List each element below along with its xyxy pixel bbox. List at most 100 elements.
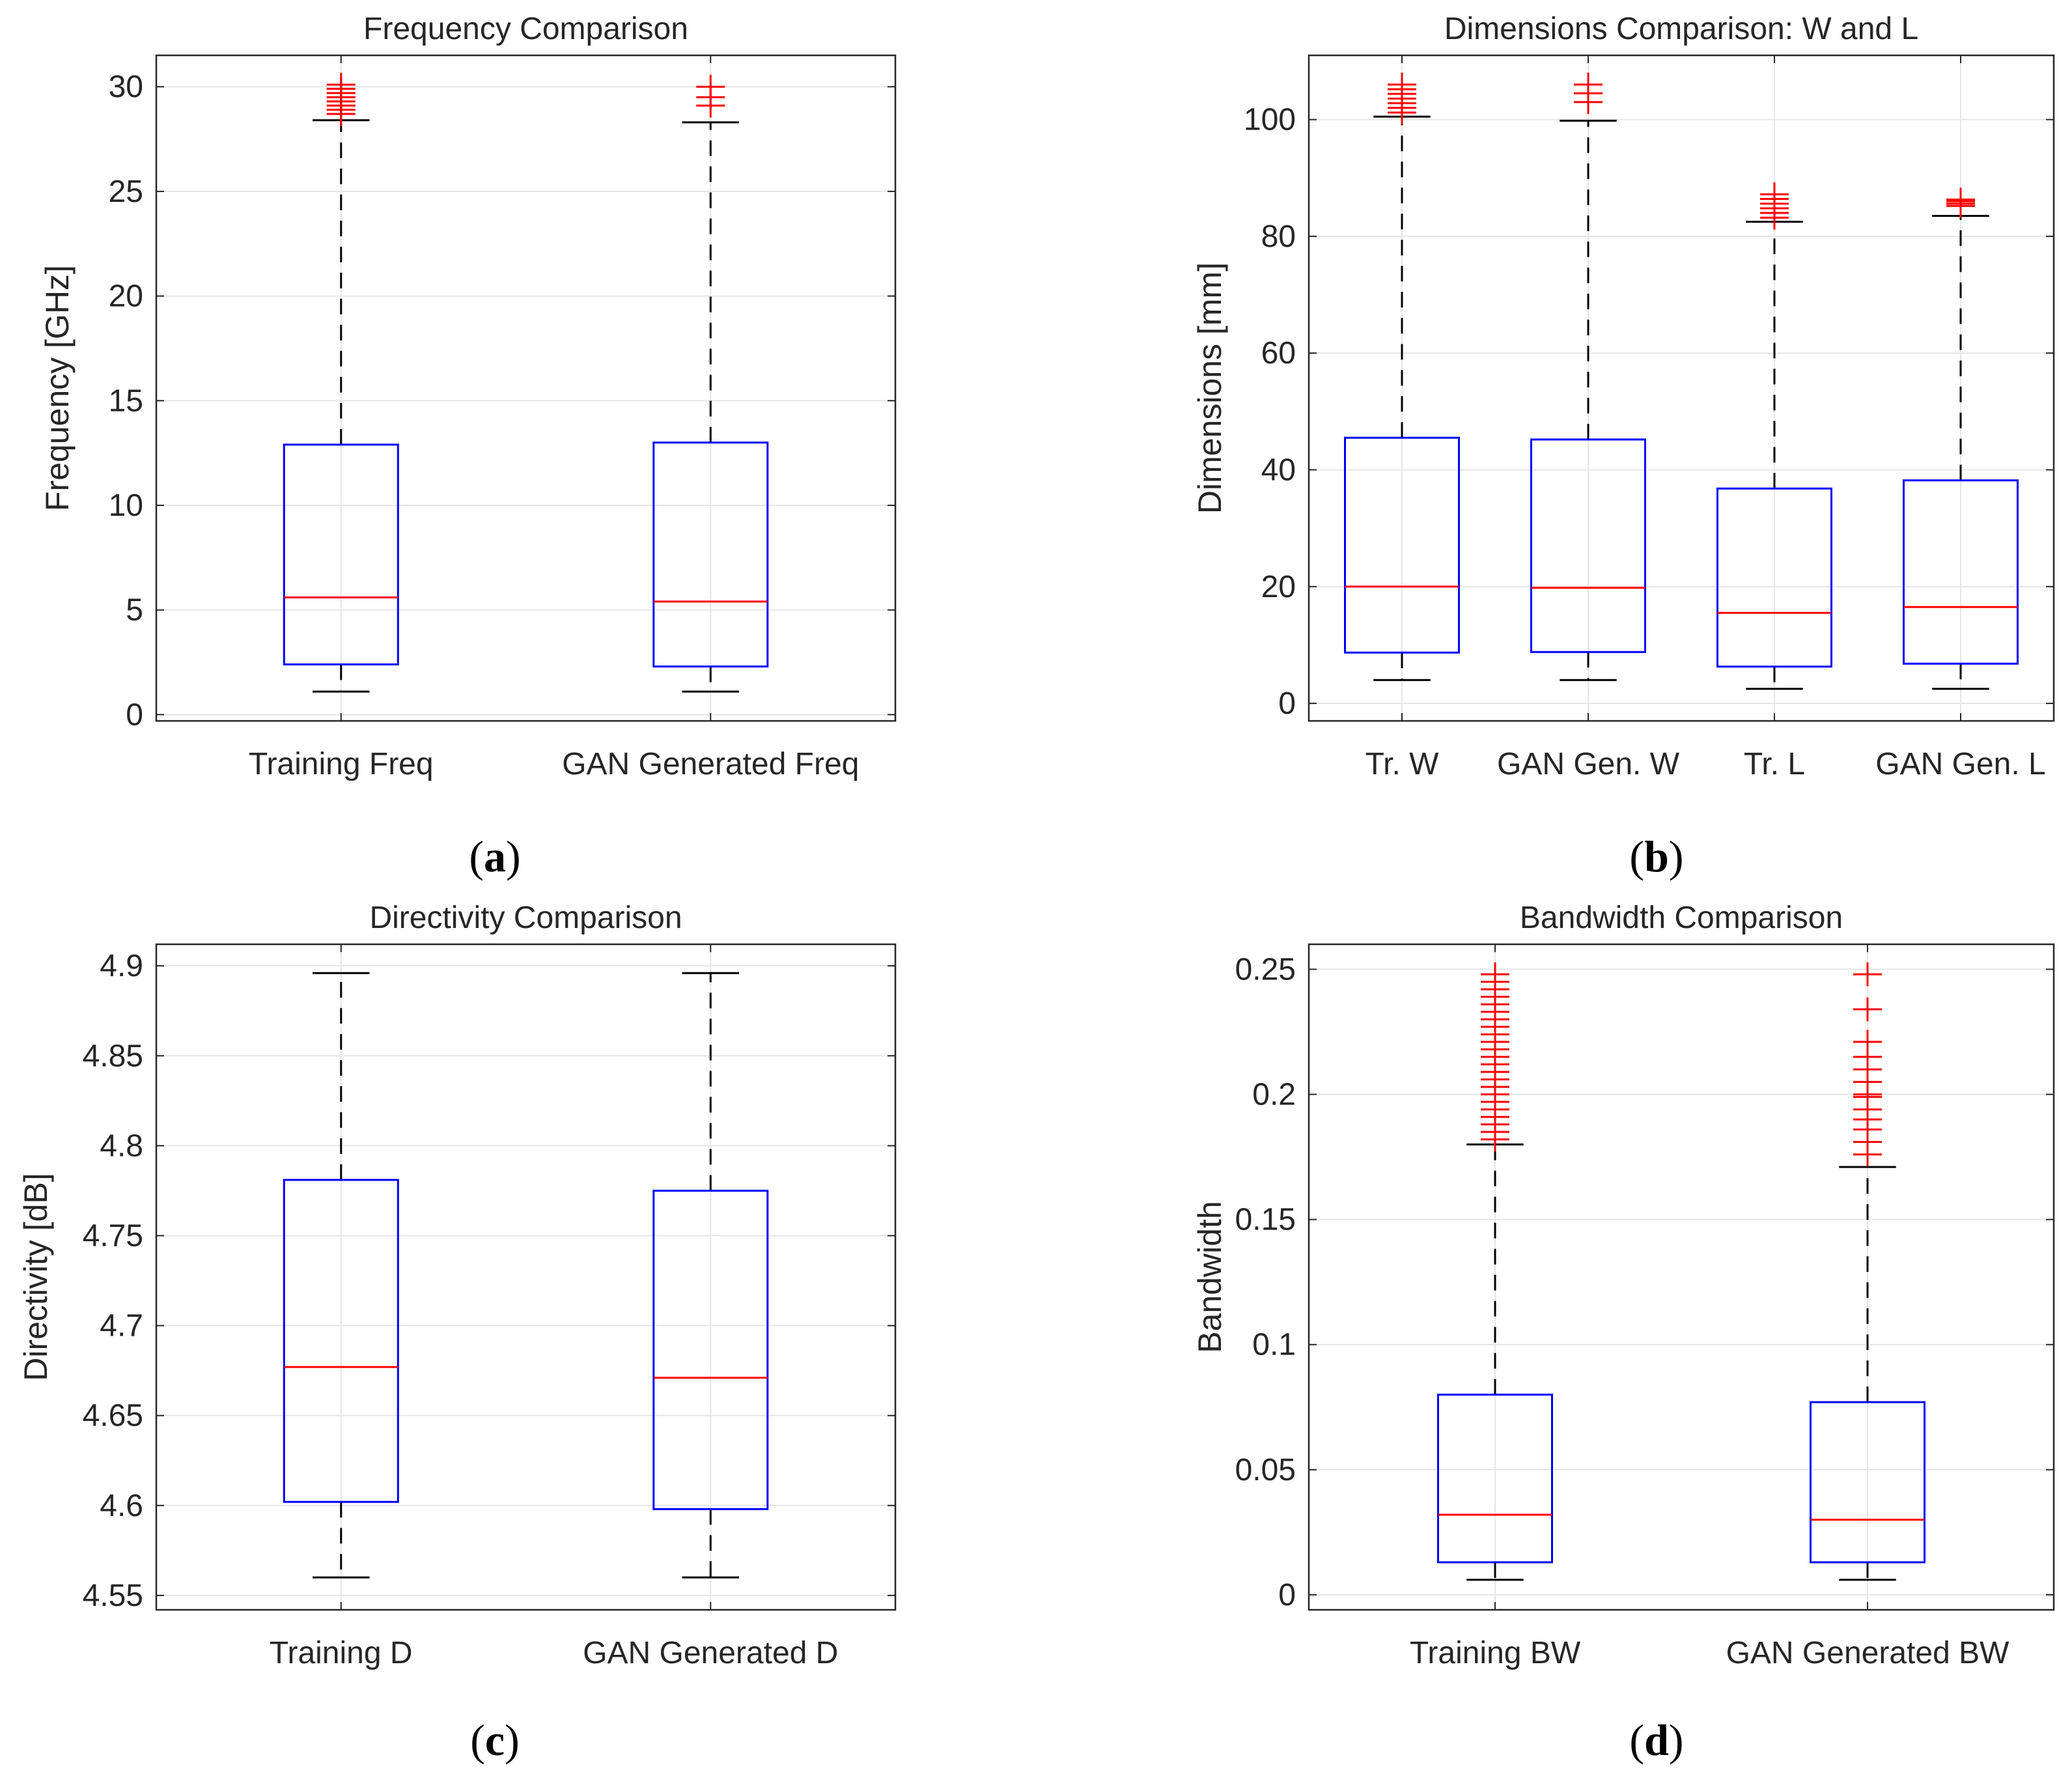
chart-title: Bandwidth Comparison xyxy=(1520,901,1843,935)
box-2 xyxy=(1530,72,1646,681)
x-tick-label: GAN Generated Freq xyxy=(562,747,859,781)
y-tick-label: 4.7 xyxy=(100,1309,143,1343)
caption-paren: ) xyxy=(505,1715,520,1765)
panel-caption: (a) xyxy=(469,832,520,881)
y-tick-label: 0.1 xyxy=(1252,1328,1296,1362)
x-tick-label: Training Freq xyxy=(249,747,434,781)
box-2 xyxy=(652,972,769,1579)
caption-paren: ( xyxy=(1629,1715,1644,1765)
caption-letter: c xyxy=(485,1715,505,1765)
y-tick-label: 100 xyxy=(1244,103,1296,137)
caption-paren: ( xyxy=(470,1715,485,1765)
panel-d: 0 0.05 0.1 0.15 0.2 0.25 Training BW GAN Genera… xyxy=(1192,901,2055,1765)
y-tick-label: 4.75 xyxy=(83,1218,143,1253)
y-tick-label: 10 xyxy=(109,488,143,523)
x-tick-label: Tr. L xyxy=(1744,747,1805,781)
caption-paren: ) xyxy=(1669,832,1684,881)
panel-c: 4.55 4.6 4.65 4.7 4.75 4.8 4.85 4.9 Training D GA… xyxy=(18,901,897,1765)
panel-caption: (c) xyxy=(470,1715,520,1765)
y-axis-label: Bandwidth xyxy=(1192,1201,1228,1353)
caption-letter: a xyxy=(484,832,506,881)
box-1 xyxy=(283,972,399,1579)
box-iqr xyxy=(1437,1394,1553,1564)
box-1 xyxy=(1344,72,1460,681)
y-tick-label: 40 xyxy=(1261,453,1296,488)
plot-area xyxy=(156,55,895,721)
x-tick-label: GAN Gen. W xyxy=(1497,747,1680,781)
x-tick-label: GAN Generated D xyxy=(583,1636,838,1670)
y-tick-label: 0.2 xyxy=(1252,1078,1296,1112)
box-1 xyxy=(283,72,399,693)
y-axis-label: Dimensions [mm] xyxy=(1192,262,1228,514)
x-tick-label: Training D xyxy=(270,1636,413,1670)
box-4 xyxy=(1903,188,2019,690)
axes-frame xyxy=(155,54,897,722)
outlier-marker xyxy=(1760,182,1789,206)
y-tick-label: 4.6 xyxy=(100,1489,143,1523)
caption-paren: ( xyxy=(1629,832,1644,881)
chart-title: Directivity Comparison xyxy=(369,901,682,935)
x-tick-label: GAN Gen. L xyxy=(1875,747,2045,781)
outlier-marker xyxy=(1853,962,1882,987)
y-tick-label: 4.85 xyxy=(83,1039,143,1073)
outlier-marker xyxy=(696,74,725,99)
y-tick-label: 4.8 xyxy=(100,1129,143,1163)
y-tick-label: 25 xyxy=(109,175,143,209)
y-tick-label: 80 xyxy=(1261,219,1296,254)
y-tick-label: 0 xyxy=(1278,1578,1296,1612)
y-tick-label: 60 xyxy=(1261,336,1296,371)
box-iqr xyxy=(1716,487,1832,668)
y-tick-label: 4.65 xyxy=(83,1399,143,1433)
chart-title: Frequency Comparison xyxy=(363,12,688,46)
x-tick-label: GAN Generated BW xyxy=(1726,1636,2010,1670)
caption-letter: b xyxy=(1644,832,1669,881)
y-tick-label: 0 xyxy=(126,697,143,732)
y-tick-label: 4.9 xyxy=(100,949,143,983)
box-iqr xyxy=(652,442,769,668)
box-3 xyxy=(1716,182,1832,690)
axes-frame xyxy=(1308,943,2055,1611)
caption-paren: ( xyxy=(469,832,484,881)
x-tick-label: Tr. W xyxy=(1365,747,1440,781)
caption-paren: ) xyxy=(506,832,521,881)
x-tick-label: Training BW xyxy=(1410,1636,1581,1670)
y-tick-label: 4.55 xyxy=(83,1579,143,1613)
y-tick-label: 20 xyxy=(109,279,143,314)
caption-paren: ) xyxy=(1669,1715,1684,1765)
y-tick-label: 30 xyxy=(109,70,143,104)
y-tick-label: 0.25 xyxy=(1235,952,1296,987)
plot-area xyxy=(1309,944,2054,1610)
plot-area xyxy=(1309,55,2054,721)
y-tick-label: 0 xyxy=(1278,686,1296,721)
box-iqr xyxy=(1530,438,1646,653)
outlier-marker xyxy=(1853,1030,1882,1054)
outlier-marker xyxy=(1853,997,1882,1022)
chart-title: Dimensions Comparison: W and L xyxy=(1444,12,1918,46)
outlier-marker xyxy=(1574,72,1603,97)
box-2 xyxy=(1810,962,1925,1581)
y-axis-label: Directivity [dB] xyxy=(18,1173,54,1381)
box-iqr xyxy=(1344,436,1460,654)
box-iqr xyxy=(1810,1401,1925,1564)
box-iqr xyxy=(1903,479,2019,665)
y-tick-label: 0.15 xyxy=(1235,1203,1296,1237)
panel-caption: (d) xyxy=(1629,1715,1683,1765)
plot-area xyxy=(156,944,895,1610)
box-iqr xyxy=(283,1179,399,1503)
panel-b: 0 20 40 60 80 100 Tr. W GAN Gen. W Tr. L GAN Gen.… xyxy=(1192,12,2055,881)
y-tick-label: 20 xyxy=(1261,570,1296,604)
box-iqr xyxy=(283,443,399,666)
box-iqr xyxy=(652,1189,769,1510)
box-1 xyxy=(1437,962,1553,1581)
outlier-marker xyxy=(1388,72,1416,97)
outlier-marker xyxy=(326,72,356,97)
y-axis-label: Frequency [GHz] xyxy=(39,265,76,511)
panel-caption: (b) xyxy=(1629,832,1683,881)
y-tick-label: 0.05 xyxy=(1235,1453,1296,1487)
axes-frame xyxy=(1308,54,2055,722)
y-tick-label: 15 xyxy=(109,384,143,418)
axes-frame xyxy=(155,943,897,1611)
y-tick-label: 5 xyxy=(126,593,143,628)
caption-letter: d xyxy=(1644,1715,1669,1765)
